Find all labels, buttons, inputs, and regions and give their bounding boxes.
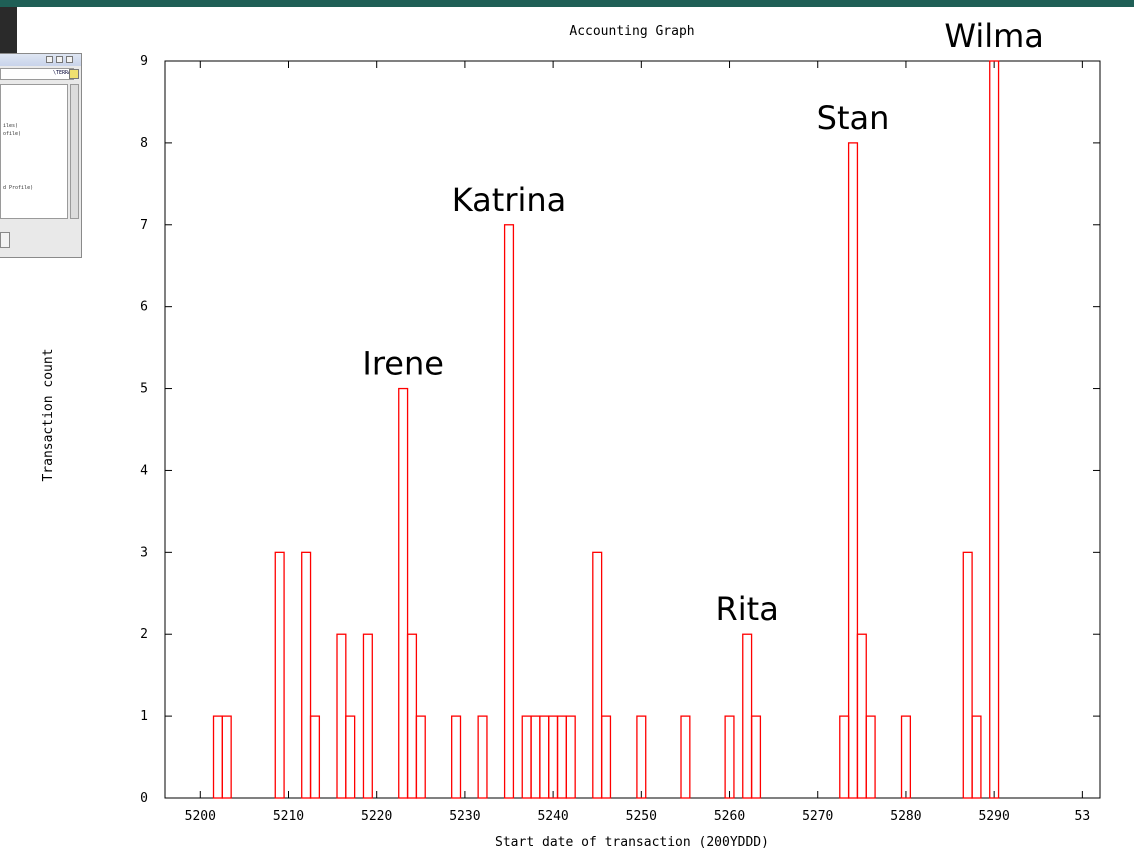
axis-ticks: 0 1 2 3 4 5 6 7 8 9 5200 5210 5220 5230 5240 5250 5260 52… (140, 54, 1100, 824)
bar (971, 715, 982, 799)
bar (539, 715, 550, 799)
x-tick-label: 5280 (890, 809, 921, 824)
y-tick-label: 3 (140, 545, 148, 560)
x-tick-label: 5210 (273, 809, 304, 824)
x-tick-label: 5230 (449, 809, 480, 824)
bar (221, 715, 232, 799)
bar (477, 715, 488, 799)
y-tick-label: 7 (140, 218, 148, 233)
dialog-file-list[interactable]: iles) ofile) d Profile) (0, 84, 68, 219)
annotations: Irene Katrina Rita Stan Wilma (362, 17, 1044, 628)
y-tick-label: 8 (140, 136, 148, 151)
bar (345, 715, 356, 799)
bar (962, 551, 973, 799)
chart-title: Accounting Graph (569, 24, 694, 39)
bar (415, 715, 426, 799)
x-tick-label: 5240 (537, 809, 568, 824)
bar (530, 715, 541, 799)
y-tick-label: 6 (140, 300, 148, 315)
bar (724, 715, 735, 799)
x-tick-label: 5290 (978, 809, 1009, 824)
bar (301, 551, 312, 799)
bar (548, 715, 559, 799)
bar (451, 715, 462, 799)
dialog-button[interactable] (0, 232, 10, 248)
y-axis-label: Transaction count (41, 348, 56, 481)
storm-label: Rita (716, 590, 779, 628)
bar (680, 715, 691, 799)
x-tick-label: 53 (1075, 809, 1091, 824)
bar-series (212, 60, 1000, 799)
folder-up-icon[interactable] (69, 69, 79, 79)
storm-label: Katrina (452, 181, 567, 219)
dialog-path-text: \TERRA (52, 70, 71, 76)
bar (900, 715, 912, 799)
y-tick-label: 1 (140, 709, 148, 724)
y-tick-label: 0 (140, 791, 148, 806)
x-tick-label: 5220 (361, 809, 392, 824)
bar (750, 715, 762, 799)
bar (592, 551, 603, 799)
bar (636, 715, 647, 799)
y-tick-label: 9 (140, 54, 148, 69)
window-top-band (0, 0, 1134, 7)
bar (865, 715, 876, 799)
bar (839, 715, 850, 799)
y-tick-label: 5 (140, 382, 148, 397)
bar (274, 551, 285, 799)
dialog-titlebar (0, 54, 81, 66)
list-item[interactable]: ofile) (3, 131, 22, 137)
x-tick-label: 5260 (714, 809, 745, 824)
x-tick-label: 5200 (185, 809, 216, 824)
close-icon[interactable] (66, 56, 73, 63)
bar (856, 633, 867, 799)
bar (336, 633, 347, 799)
plot-frame (164, 60, 1101, 799)
storm-label: Stan (817, 99, 890, 137)
storm-label: Wilma (944, 17, 1044, 55)
bar (362, 633, 373, 799)
minimize-icon[interactable] (46, 56, 53, 63)
bar (406, 633, 418, 799)
bar (521, 715, 532, 799)
background-window-corner (0, 7, 17, 53)
y-tick-label: 4 (140, 463, 148, 478)
bar (847, 142, 859, 799)
list-item[interactable]: d Profile) (3, 185, 34, 191)
maximize-icon[interactable] (56, 56, 63, 63)
x-tick-label: 5250 (626, 809, 657, 824)
bar (309, 715, 321, 799)
storm-label: Irene (362, 345, 444, 383)
x-tick-label: 5270 (802, 809, 833, 824)
dialog-scrollbar[interactable] (70, 84, 79, 219)
bar (989, 60, 1000, 799)
y-tick-label: 2 (140, 627, 148, 642)
list-item[interactable]: iles) (3, 123, 19, 129)
bar (556, 715, 567, 799)
bar (565, 715, 576, 799)
x-axis-label: Start date of transaction (200YDDD) (495, 835, 769, 850)
bar (503, 224, 515, 799)
bar (600, 715, 612, 799)
bar (742, 633, 753, 799)
bar (212, 715, 223, 799)
background-file-dialog[interactable]: \TERRA iles) ofile) d Profile) (0, 53, 82, 258)
bar (398, 387, 409, 799)
